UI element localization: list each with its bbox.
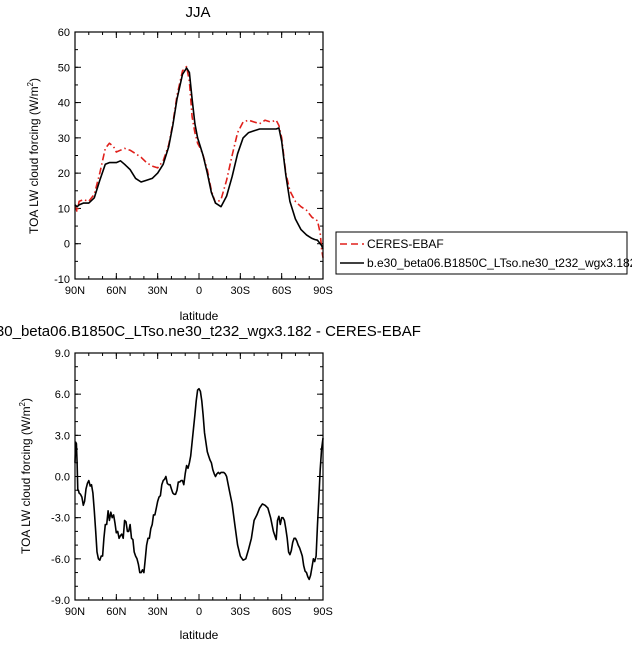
x-tick-label: 0 — [196, 606, 202, 618]
top-series-lines — [74, 65, 324, 258]
x-tick-label: 90S — [313, 606, 333, 618]
x-tick-label: 30N — [148, 285, 168, 297]
legend-ceres-label: CERES-EBAF — [367, 237, 444, 251]
series-line-difference — [74, 387, 324, 581]
y-tick-label: -10 — [54, 274, 70, 286]
x-tick-label: 90N — [65, 285, 85, 297]
x-tick-label: 90N — [65, 606, 85, 618]
top-y-ticks: -10 0 10 20 30 40 50 60 — [54, 27, 323, 286]
top-x-axis-label: latitude — [180, 309, 219, 323]
legend: CERES-EBAF b.e30_beta06.B1850C_LTso.ne30… — [335, 231, 632, 275]
series-line-ceres-ebaf — [74, 65, 324, 258]
x-tick-label: 60S — [272, 285, 292, 297]
y-tick-label: -9.0 — [51, 595, 70, 607]
y-tick-label: 40 — [58, 98, 70, 110]
x-tick-label: 60S — [272, 606, 292, 618]
top-plot-frame — [74, 31, 324, 280]
y-tick-label: 30 — [58, 133, 70, 145]
series-line-b-e30-beta06-b1850c-ltso-ne30-t232-wgx3-182 — [74, 67, 324, 250]
top-x-ticks: 90N 60N 30N 0 30S 60S 90S — [65, 32, 333, 297]
legend-model-label: b.e30_beta06.B1850C_LTso.ne30_t232_wgx3.… — [367, 256, 632, 270]
y-tick-label: 50 — [58, 62, 70, 74]
y-tick-label: 0 — [64, 239, 70, 251]
y-tick-label: -3.0 — [51, 513, 70, 525]
legend-box — [335, 231, 628, 275]
y-tick-label: 20 — [58, 168, 70, 180]
x-tick-label: 30S — [231, 285, 251, 297]
bottom-y-ticks: -9.0 -6.0 -3.0 0.0 3.0 6.0 9.0 — [51, 348, 323, 607]
top-panel-title: JJA — [185, 4, 210, 21]
y-tick-label: -6.0 — [51, 554, 70, 566]
y-tick-label: 3.0 — [55, 430, 70, 442]
x-tick-label: 90S — [313, 285, 333, 297]
x-tick-label: 30N — [148, 606, 168, 618]
x-tick-label: 30S — [231, 606, 251, 618]
y-tick-label: 0.0 — [55, 472, 70, 484]
top-panel: JJA -10 0 10 20 30 40 50 60 90N 60N 30N 0 30S 60S 90S… — [26, 4, 333, 323]
bottom-panel: b.e30_beta06.B1850C_LTso.ne30_t232_wgx3.… — [0, 323, 421, 642]
y-tick-label: 60 — [58, 27, 70, 39]
bottom-series-lines — [74, 387, 324, 581]
x-tick-label: 0 — [196, 285, 202, 297]
bottom-x-axis-label: latitude — [180, 628, 219, 642]
top-y-axis-label: TOA LW cloud forcing (W/m2) — [26, 78, 41, 234]
bottom-panel-title: b.e30_beta06.B1850C_LTso.ne30_t232_wgx3.… — [0, 323, 421, 340]
bottom-x-ticks: 90N 60N 30N 0 30S 60S 90S — [65, 353, 333, 618]
x-tick-label: 60N — [106, 606, 126, 618]
y-tick-label: 6.0 — [55, 389, 70, 401]
y-tick-label: 10 — [58, 203, 70, 215]
bottom-y-axis-label: TOA LW cloud forcing (W/m2) — [18, 398, 33, 554]
bottom-plot-frame — [74, 352, 324, 601]
y-tick-label: 9.0 — [55, 348, 70, 360]
x-tick-label: 60N — [106, 285, 126, 297]
